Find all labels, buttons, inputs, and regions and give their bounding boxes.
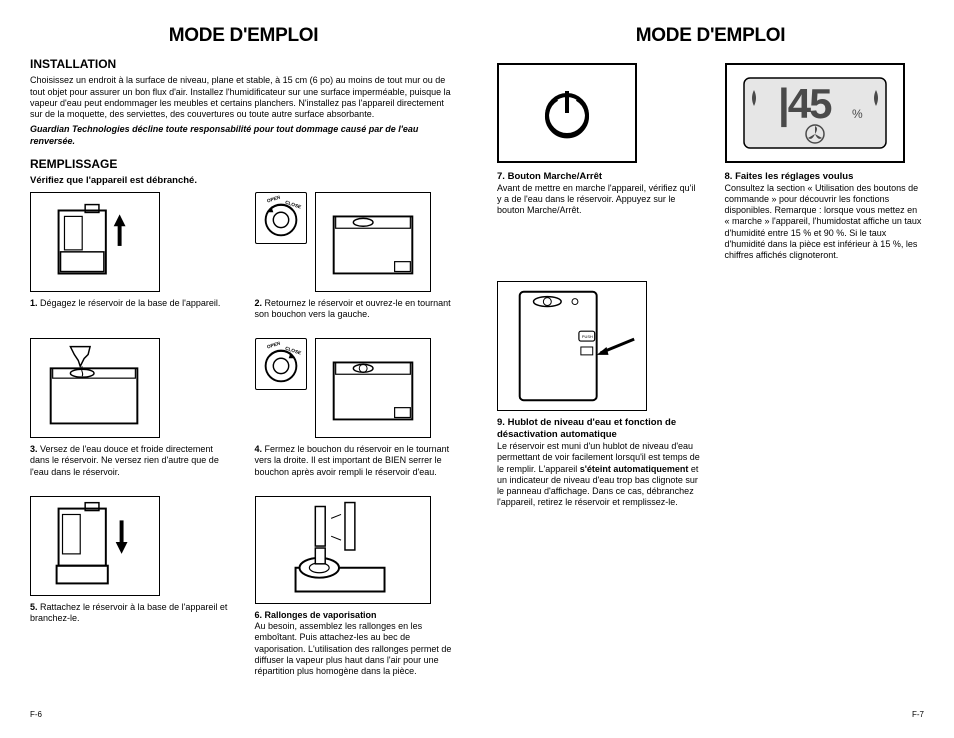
svg-text:OPEN: OPEN	[266, 194, 281, 204]
section-remplissage-head: REMPLISSAGE	[30, 157, 457, 173]
caption-3: 3. Versez de l'eau douce et froide direc…	[30, 444, 233, 478]
caption-2: 2. Retournez le réservoir et ouvrez-le e…	[255, 298, 458, 321]
pagenum-right: F-7	[912, 710, 924, 720]
svg-text:|45: |45	[778, 80, 832, 128]
caption-6: 6. Rallonges de vaporisationAu besoin, a…	[255, 610, 458, 678]
figure-cap-open: OPEN CLOSE	[255, 192, 307, 244]
caption-1: 1. Dégagez le réservoir de la base de l'…	[30, 298, 233, 309]
caption-8: 8. Faites les réglages voulus Consultez …	[725, 171, 925, 262]
remplissage-sub: Vérifiez que l'appareil est débranché.	[30, 175, 457, 187]
svg-text:CLOSE: CLOSE	[284, 346, 302, 357]
installation-disclaimer: Guardian Technologies décline toute resp…	[30, 124, 457, 147]
page-title-right: MODE D'EMPLOI	[497, 24, 924, 49]
figure-power-button	[497, 63, 637, 163]
svg-text:PUSH: PUSH	[582, 334, 593, 339]
section-installation-head: INSTALLATION	[30, 57, 457, 73]
figure-step-5	[30, 496, 160, 596]
figure-cap-close: OPEN CLOSE	[255, 338, 307, 390]
page-left: MODE D'EMPLOI INSTALLATION Choisissez un…	[30, 24, 457, 718]
figure-step-9: PUSH	[497, 281, 647, 411]
svg-text:CLOSE: CLOSE	[284, 199, 302, 210]
caption-7: 7. Bouton Marche/Arrêt Avant de mettre e…	[497, 171, 697, 217]
figure-step-1	[30, 192, 160, 292]
caption-5: 5. Rattachez le réservoir à la base de l…	[30, 602, 233, 625]
page-title-left: MODE D'EMPLOI	[30, 24, 457, 49]
figure-step-6	[255, 496, 431, 604]
figure-step-3	[30, 338, 160, 438]
figure-lcd: |45 %	[725, 63, 905, 163]
pagenum-left: F-6	[30, 710, 42, 720]
svg-text:%: %	[852, 107, 863, 121]
caption-9: 9. Hublot de niveau d'eau et fonction de…	[497, 417, 707, 508]
svg-text:OPEN: OPEN	[266, 341, 281, 351]
figure-step-2	[315, 192, 431, 292]
figure-step-4	[315, 338, 431, 438]
page-right: MODE D'EMPLOI 7. Bouton Marche/Arrêt Ava…	[497, 24, 924, 718]
caption-4: 4. Fermez le bouchon du réservoir en le …	[255, 444, 458, 478]
installation-body: Choisissez un endroit à la surface de ni…	[30, 75, 457, 120]
power-icon	[537, 83, 597, 143]
